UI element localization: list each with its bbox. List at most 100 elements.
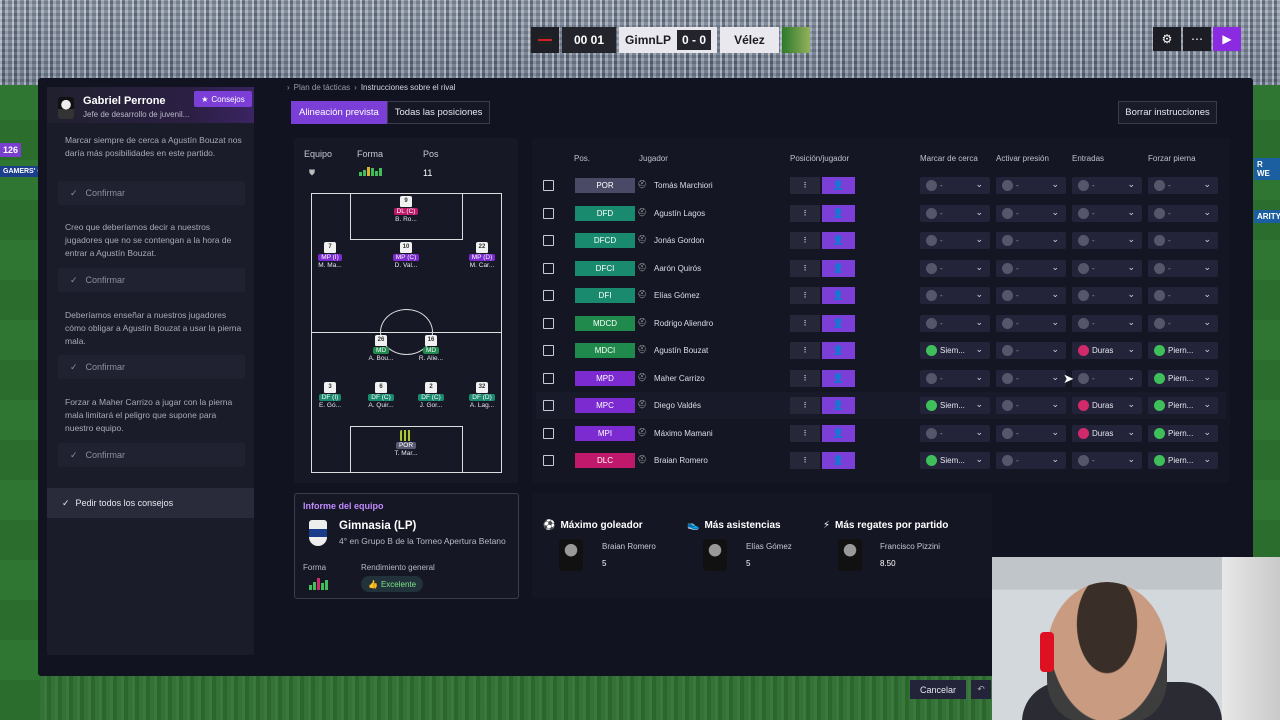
- player-name[interactable]: Elías Gómez: [654, 291, 700, 300]
- player-instructions-button[interactable]: 👤: [822, 177, 855, 194]
- press-dropdown[interactable]: - ⌄: [996, 287, 1066, 304]
- foot-dropdown[interactable]: - ⌄: [1148, 204, 1218, 222]
- confirm-button[interactable]: ✓ Confirmar: [58, 355, 245, 379]
- position-instructions-button[interactable]: ⁝: [790, 204, 820, 222]
- tips-badge[interactable]: ★ Consejos: [194, 91, 252, 107]
- player-instructions-button[interactable]: 👤: [822, 314, 855, 332]
- tab-all-positions[interactable]: Todas las posiciones: [386, 101, 491, 124]
- formation-player[interactable]: 16 MD R. Alie...: [411, 335, 451, 362]
- player-name[interactable]: Diego Valdés: [654, 401, 701, 410]
- position-instructions-button[interactable]: ⁝: [790, 232, 820, 249]
- mark-dropdown[interactable]: - ⌄: [920, 177, 990, 194]
- tackle-dropdown[interactable]: - ⌄: [1072, 177, 1142, 194]
- formation-player[interactable]: 26 MD A. Bou...: [361, 335, 401, 362]
- foot-dropdown[interactable]: Piern... ⌄: [1148, 342, 1218, 359]
- formation-player[interactable]: 3 DF (I) E. Gó...: [310, 382, 350, 409]
- formation-player[interactable]: 7 MP (I) M. Ma...: [310, 242, 350, 269]
- row-checkbox[interactable]: [543, 400, 554, 411]
- position-instructions-button[interactable]: ⁝: [790, 177, 820, 194]
- tackle-dropdown[interactable]: - ⌄: [1072, 259, 1142, 277]
- mark-dropdown[interactable]: - ⌄: [920, 204, 990, 222]
- player-name[interactable]: Máximo Mamani: [654, 428, 713, 438]
- player-instructions-button[interactable]: 👤: [822, 259, 855, 277]
- player-instructions-button[interactable]: 👤: [822, 397, 855, 414]
- player-name[interactable]: Agustín Bouzat: [654, 346, 709, 355]
- player-name[interactable]: Rodrigo Aliendro: [654, 318, 714, 328]
- position-instructions-button[interactable]: ⁝: [790, 452, 820, 469]
- player-instructions-button[interactable]: 👤: [822, 452, 855, 469]
- foot-dropdown[interactable]: - ⌄: [1148, 259, 1218, 277]
- player-instructions-button[interactable]: 👤: [822, 342, 855, 359]
- formation-player[interactable]: 6 DF (C) A. Quir...: [361, 382, 401, 409]
- undo-button[interactable]: ↶: [971, 680, 991, 699]
- formation-player[interactable]: 9 DL (C) B. Ro...: [386, 196, 426, 223]
- player-instructions-button[interactable]: 👤: [822, 204, 855, 222]
- player-name[interactable]: Maher Carrizo: [654, 373, 705, 383]
- row-checkbox[interactable]: [543, 180, 554, 191]
- row-checkbox[interactable]: [543, 235, 554, 246]
- player-instructions-button[interactable]: 👤: [822, 232, 855, 249]
- position-instructions-button[interactable]: ⁝: [790, 342, 820, 359]
- press-dropdown[interactable]: - ⌄: [996, 204, 1066, 222]
- foot-dropdown[interactable]: - ⌄: [1148, 314, 1218, 332]
- mark-dropdown[interactable]: Siem... ⌄: [920, 452, 990, 469]
- stat-player-name[interactable]: Braian Romero: [602, 542, 656, 551]
- formation-player[interactable]: POR T. Mar...: [386, 430, 426, 457]
- tab-expected-lineup[interactable]: Alineación prevista: [291, 101, 387, 124]
- player-name[interactable]: Jonás Gordon: [654, 236, 705, 245]
- settings-button[interactable]: ⚙: [1153, 27, 1181, 51]
- row-checkbox[interactable]: [543, 455, 554, 466]
- mark-dropdown[interactable]: - ⌄: [920, 369, 990, 387]
- press-dropdown[interactable]: - ⌄: [996, 452, 1066, 469]
- foot-dropdown[interactable]: - ⌄: [1148, 232, 1218, 249]
- position-instructions-button[interactable]: ⁝: [790, 259, 820, 277]
- position-instructions-button[interactable]: ⁝: [790, 424, 820, 442]
- press-dropdown[interactable]: - ⌄: [996, 314, 1066, 332]
- player-instructions-button[interactable]: 👤: [822, 287, 855, 304]
- player-name[interactable]: Tomás Marchiori: [654, 181, 713, 190]
- position-instructions-button[interactable]: ⁝: [790, 287, 820, 304]
- mark-dropdown[interactable]: Siem... ⌄: [920, 342, 990, 359]
- press-dropdown[interactable]: - ⌄: [996, 177, 1066, 194]
- foot-dropdown[interactable]: - ⌄: [1148, 177, 1218, 194]
- stat-player-name[interactable]: Francisco Pizzini: [880, 542, 941, 551]
- stat-player-name[interactable]: Elías Gómez: [746, 542, 792, 551]
- cancel-button[interactable]: Cancelar: [910, 680, 966, 699]
- mark-dropdown[interactable]: - ⌄: [920, 314, 990, 332]
- foot-dropdown[interactable]: Piern... ⌄: [1148, 424, 1218, 442]
- continue-button[interactable]: ▶: [1213, 27, 1241, 51]
- clear-instructions-button[interactable]: Borrar instrucciones: [1118, 101, 1217, 124]
- row-checkbox[interactable]: [543, 207, 554, 219]
- press-dropdown[interactable]: - ⌄: [996, 342, 1066, 359]
- tackle-dropdown[interactable]: - ⌄: [1072, 314, 1142, 332]
- tackle-dropdown[interactable]: Duras ⌄: [1072, 397, 1142, 414]
- press-dropdown[interactable]: - ⌄: [996, 424, 1066, 442]
- player-instructions-button[interactable]: 👤: [822, 369, 855, 387]
- row-checkbox[interactable]: [543, 262, 554, 274]
- confirm-button[interactable]: ✓ Confirmar: [58, 443, 245, 467]
- position-instructions-button[interactable]: ⁝: [790, 314, 820, 332]
- press-dropdown[interactable]: - ⌄: [996, 232, 1066, 249]
- mark-dropdown[interactable]: - ⌄: [920, 287, 990, 304]
- confirm-button[interactable]: ✓ Confirmar: [58, 181, 245, 205]
- formation-player[interactable]: 32 DF (D) A. Lag...: [462, 382, 502, 409]
- breadcrumb-parent[interactable]: Plan de tácticas: [293, 83, 351, 92]
- player-name[interactable]: Agustín Lagos: [654, 208, 706, 218]
- foot-dropdown[interactable]: Piern... ⌄: [1148, 369, 1218, 387]
- row-checkbox[interactable]: [543, 427, 554, 439]
- tackle-dropdown[interactable]: Duras ⌄: [1072, 342, 1142, 359]
- mark-dropdown[interactable]: - ⌄: [920, 259, 990, 277]
- position-instructions-button[interactable]: ⁝: [790, 397, 820, 414]
- more-button[interactable]: ⋯: [1183, 27, 1211, 51]
- press-dropdown[interactable]: - ⌄: [996, 259, 1066, 277]
- row-checkbox[interactable]: [543, 317, 554, 329]
- foot-dropdown[interactable]: Piern... ⌄: [1148, 397, 1218, 414]
- confirm-button[interactable]: ✓ Confirmar: [58, 268, 245, 292]
- mark-dropdown[interactable]: Siem... ⌄: [920, 397, 990, 414]
- formation-player[interactable]: 10 MP (C) D. Val...: [386, 242, 426, 269]
- tackle-dropdown[interactable]: - ⌄: [1072, 287, 1142, 304]
- tackle-dropdown[interactable]: Duras ⌄: [1072, 424, 1142, 442]
- player-instructions-button[interactable]: 👤: [822, 424, 855, 442]
- tackle-dropdown[interactable]: - ⌄: [1072, 452, 1142, 469]
- player-name[interactable]: Aarón Quirós: [654, 263, 702, 273]
